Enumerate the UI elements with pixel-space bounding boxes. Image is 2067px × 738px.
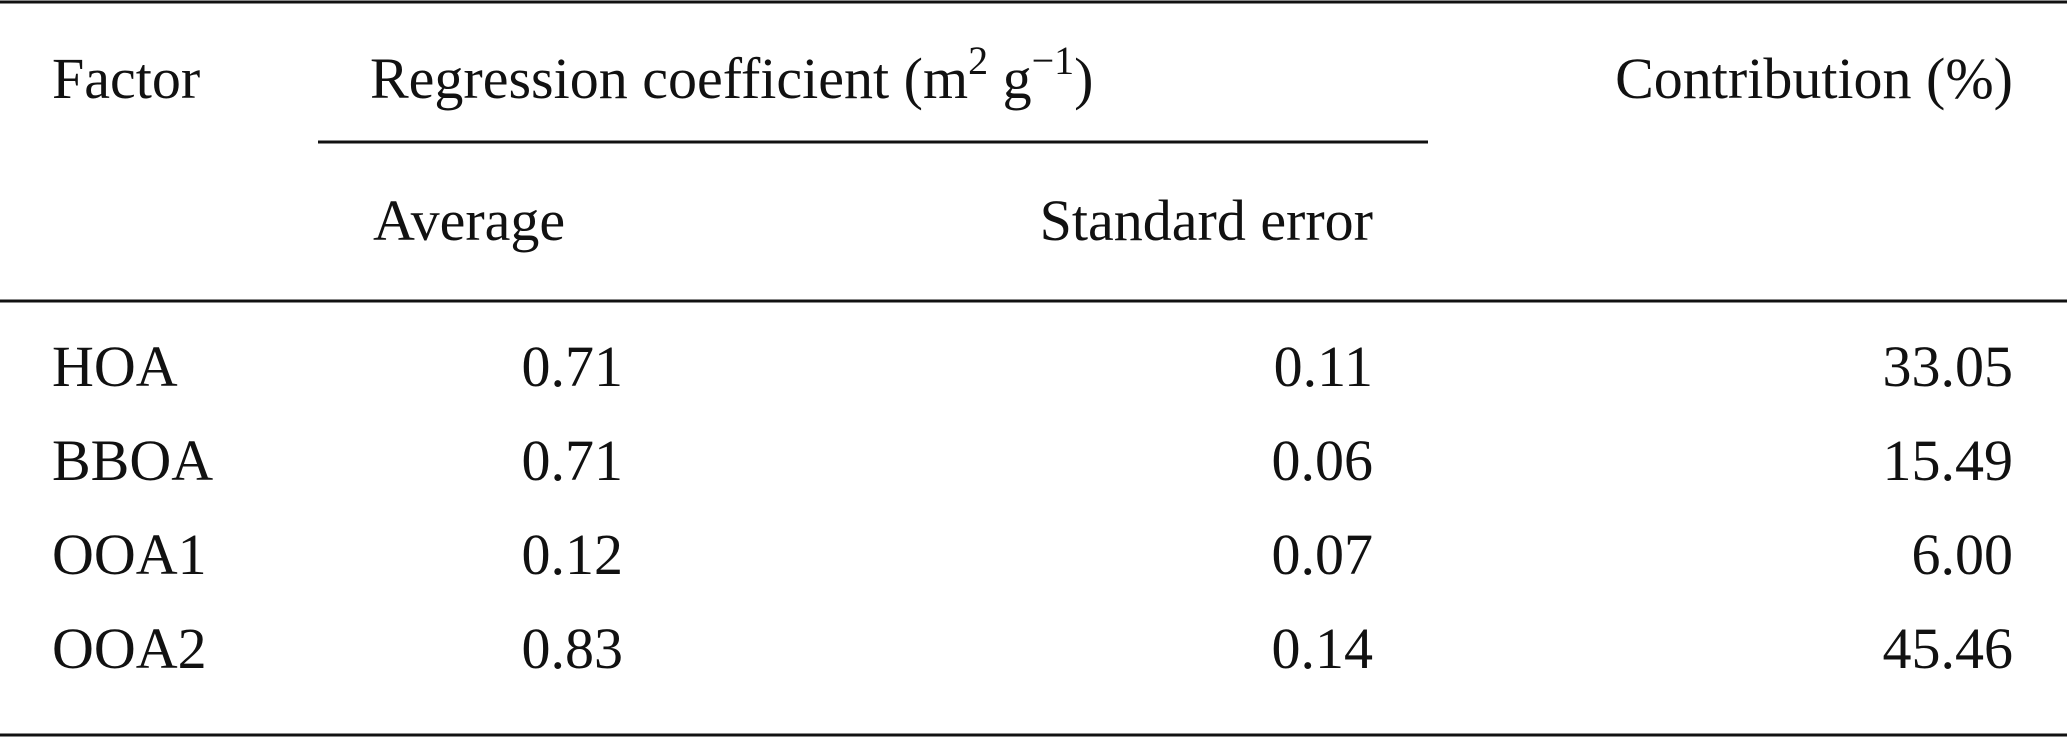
- header-standard-error: Standard error: [1040, 188, 1373, 253]
- average-cell: 0.71: [522, 334, 624, 399]
- standard-error-cell: 0.06: [1272, 428, 1374, 493]
- header-text: ): [1074, 46, 1093, 111]
- standard-error-cell: 0.14: [1272, 616, 1374, 681]
- standard-error-cell: 0.11: [1274, 334, 1373, 399]
- factor-cell: OOA1: [52, 522, 207, 587]
- header-factor: Factor: [52, 46, 200, 111]
- standard-error-cell: 0.07: [1272, 522, 1374, 587]
- header-average: Average: [373, 188, 565, 253]
- contribution-cell: 15.49: [1883, 428, 2014, 493]
- header-text: Regression coefficient (m: [370, 46, 968, 111]
- header-contribution: Contribution (%): [1615, 46, 2013, 111]
- header-text: g: [988, 46, 1032, 111]
- average-cell: 0.12: [522, 522, 624, 587]
- table-body: HOA 0.71 0.11 33.05 BBOA 0.71 0.06 15.49 OOA1 0.1…: [52, 334, 2013, 681]
- contribution-cell: 6.00: [1912, 522, 2014, 587]
- superscript: 2: [968, 38, 988, 83]
- factor-cell: OOA2: [52, 616, 207, 681]
- factor-cell: HOA: [52, 334, 178, 399]
- contribution-cell: 33.05: [1883, 334, 2014, 399]
- contribution-cell: 45.46: [1883, 616, 2014, 681]
- average-cell: 0.83: [522, 616, 624, 681]
- header-regression: Regression coefficient (m2 g−1): [370, 38, 1093, 111]
- superscript: −1: [1032, 38, 1075, 83]
- factor-cell: BBOA: [52, 428, 213, 493]
- average-cell: 0.71: [522, 428, 624, 493]
